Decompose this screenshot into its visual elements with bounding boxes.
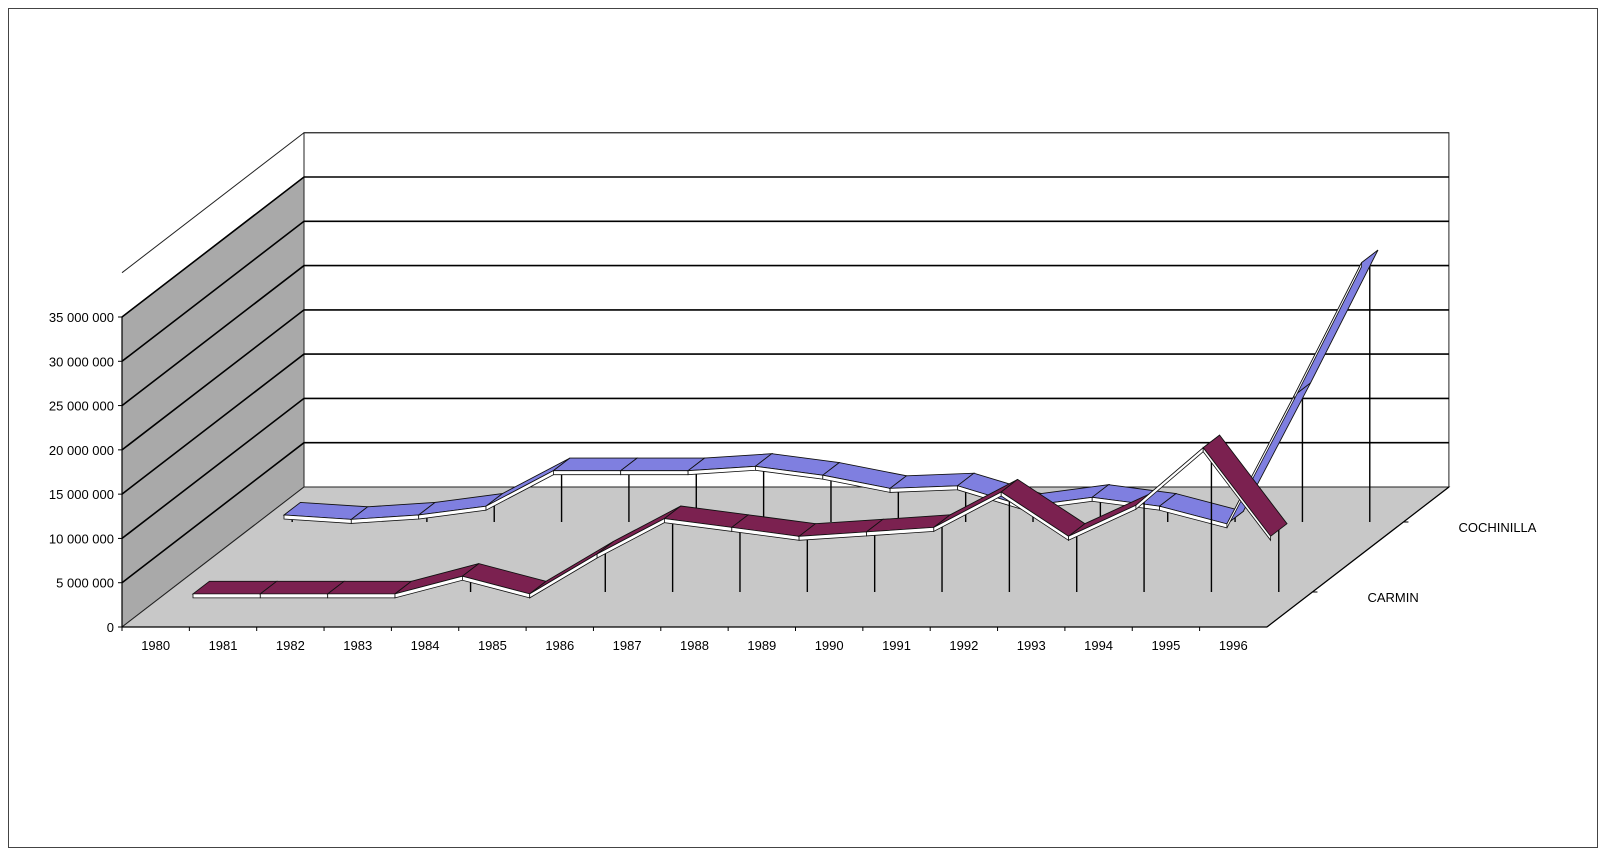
ribbon-edge	[553, 470, 622, 476]
gridline	[121, 220, 1449, 362]
ribbon-edge	[327, 593, 396, 599]
x-tick-label: 1981	[209, 638, 238, 653]
y-tick-label: 35 000 000	[49, 310, 114, 325]
ribbon-edge	[620, 470, 689, 476]
x-tick-label: 1984	[411, 638, 440, 653]
x-tick-label: 1986	[545, 638, 574, 653]
x-tick-label: 1995	[1151, 638, 1180, 653]
x-tick-label: 1987	[613, 638, 642, 653]
gridline	[121, 264, 1449, 407]
y-tick-label: 25 000 000	[49, 399, 114, 414]
gridline	[121, 176, 1449, 318]
x-tick-label: 1988	[680, 638, 709, 653]
gridline	[121, 441, 1449, 584]
x-tick-label: 1980	[141, 638, 170, 653]
gridline	[121, 309, 1449, 451]
y-tick-label: 15 000 000	[49, 487, 114, 502]
ribbon-edge	[1202, 446, 1271, 542]
gridline	[121, 353, 1449, 495]
ribbon-edge	[192, 593, 261, 599]
x-tick-label: 1996	[1219, 638, 1248, 653]
y-tick-label: 5 000 000	[56, 576, 114, 591]
series-label: CARMIN	[1367, 590, 1418, 605]
x-tick-label: 1992	[949, 638, 978, 653]
x-tick-label: 1983	[343, 638, 372, 653]
x-tick-label: 1989	[747, 638, 776, 653]
series-label: COCHINILLA	[1458, 520, 1536, 535]
x-tick-label: 1982	[276, 638, 305, 653]
x-tick-label: 1991	[882, 638, 911, 653]
depth-axis	[1266, 486, 1450, 628]
wall-top-edge	[121, 132, 1449, 274]
ribbon-edge	[259, 593, 329, 599]
y-tick-label: 10 000 000	[49, 531, 114, 546]
y-tick-label: 30 000 000	[49, 354, 114, 369]
x-tick-label: 1990	[815, 638, 844, 653]
y-tick-label: 20 000 000	[49, 443, 114, 458]
ribbon-edge	[1293, 262, 1362, 400]
x-tick-label: 1993	[1017, 638, 1046, 653]
y-tick-label: 0	[107, 620, 114, 635]
gridline	[121, 397, 1449, 540]
x-tick-label: 1985	[478, 638, 507, 653]
x-tick-label: 1994	[1084, 638, 1113, 653]
